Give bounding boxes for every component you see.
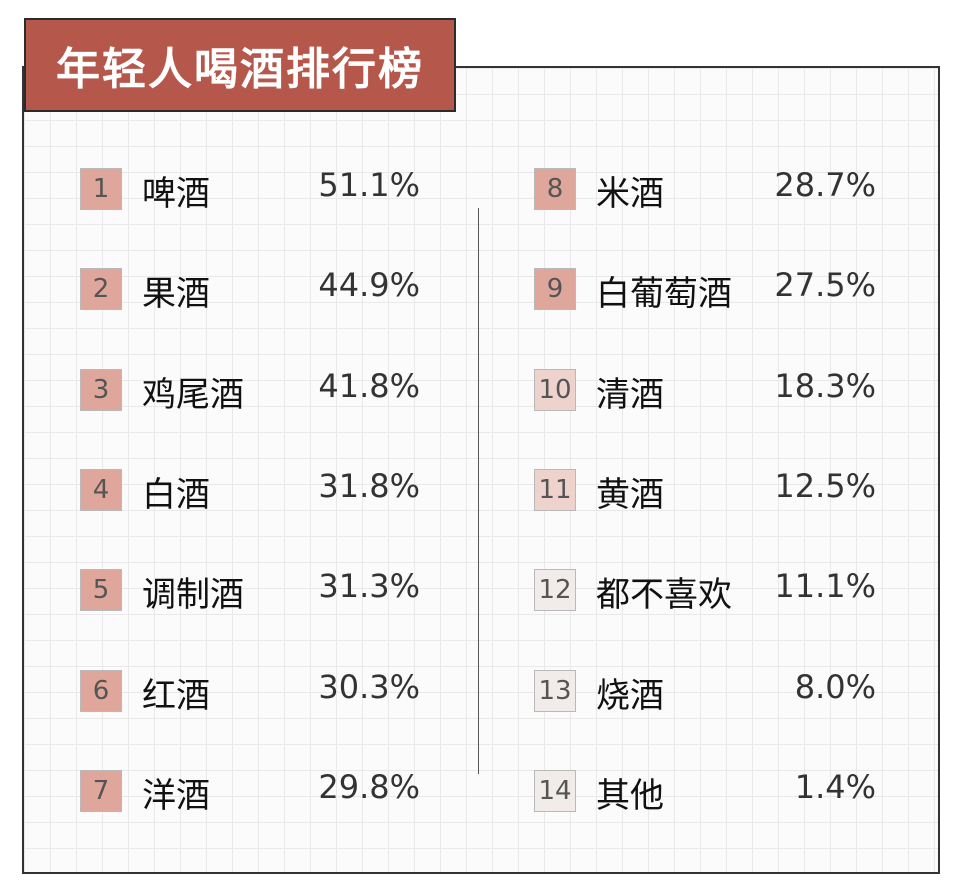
table-row: 11 黄酒 12.5% xyxy=(534,467,876,515)
rank-badge: 6 xyxy=(80,670,122,712)
drink-name: 调制酒 xyxy=(142,575,244,615)
table-row: 2 果酒 44.9% xyxy=(80,266,420,314)
table-row: 9 白葡萄酒 27.5% xyxy=(534,266,876,314)
rank-badge: 12 xyxy=(534,569,576,611)
chart-title: 年轻人喝酒排行榜 xyxy=(56,44,424,95)
rank-badge: 5 xyxy=(80,569,122,611)
rank-badge: 2 xyxy=(80,268,122,310)
table-row: 3 鸡尾酒 41.8% xyxy=(80,367,420,415)
rank-badge: 14 xyxy=(534,770,576,812)
rank-badge: 3 xyxy=(80,369,122,411)
percentage-label: 41.8% xyxy=(318,367,420,405)
rank-badge: 11 xyxy=(534,469,576,511)
percentage-label: 12.5% xyxy=(774,467,876,505)
drink-name: 其他 xyxy=(596,776,664,816)
percentage-label: 1.4% xyxy=(794,768,876,806)
table-row: 8 米酒 28.7% xyxy=(534,166,876,214)
rank-badge: 4 xyxy=(80,469,122,511)
drink-name: 米酒 xyxy=(596,174,664,214)
table-row: 1 啤酒 51.1% xyxy=(80,166,420,214)
drink-name: 黄酒 xyxy=(596,475,664,515)
table-row: 13 烧酒 8.0% xyxy=(534,668,876,716)
chart-frame xyxy=(22,66,940,874)
table-row: 10 清酒 18.3% xyxy=(534,367,876,415)
drink-name: 烧酒 xyxy=(596,676,664,716)
drink-name: 白酒 xyxy=(142,475,210,515)
title-banner: 年轻人喝酒排行榜 xyxy=(24,18,456,112)
drink-name: 清酒 xyxy=(596,375,664,415)
table-row: 7 洋酒 29.8% xyxy=(80,768,420,816)
drink-name: 洋酒 xyxy=(142,776,210,816)
table-row: 6 红酒 30.3% xyxy=(80,668,420,716)
percentage-label: 29.8% xyxy=(318,768,420,806)
drink-name: 红酒 xyxy=(142,676,210,716)
percentage-label: 31.3% xyxy=(318,567,420,605)
rank-badge: 7 xyxy=(80,770,122,812)
rank-badge: 13 xyxy=(534,670,576,712)
rank-badge: 9 xyxy=(534,268,576,310)
table-row: 14 其他 1.4% xyxy=(534,768,876,816)
drink-name: 啤酒 xyxy=(142,174,210,214)
percentage-label: 30.3% xyxy=(318,668,420,706)
percentage-label: 27.5% xyxy=(774,266,876,304)
table-row: 4 白酒 31.8% xyxy=(80,467,420,515)
column-divider xyxy=(478,208,479,774)
percentage-label: 51.1% xyxy=(318,166,420,204)
drink-name: 都不喜欢 xyxy=(596,575,732,615)
rank-badge: 1 xyxy=(80,168,122,210)
rank-badge: 8 xyxy=(534,168,576,210)
drink-name: 鸡尾酒 xyxy=(142,375,244,415)
percentage-label: 11.1% xyxy=(774,567,876,605)
percentage-label: 31.8% xyxy=(318,467,420,505)
percentage-label: 8.0% xyxy=(794,668,876,706)
percentage-label: 44.9% xyxy=(318,266,420,304)
percentage-label: 18.3% xyxy=(774,367,876,405)
table-row: 12 都不喜欢 11.1% xyxy=(534,567,876,615)
drink-name: 果酒 xyxy=(142,274,210,314)
drink-name: 白葡萄酒 xyxy=(596,274,732,314)
percentage-label: 28.7% xyxy=(774,166,876,204)
rank-badge: 10 xyxy=(534,369,576,411)
table-row: 5 调制酒 31.3% xyxy=(80,567,420,615)
